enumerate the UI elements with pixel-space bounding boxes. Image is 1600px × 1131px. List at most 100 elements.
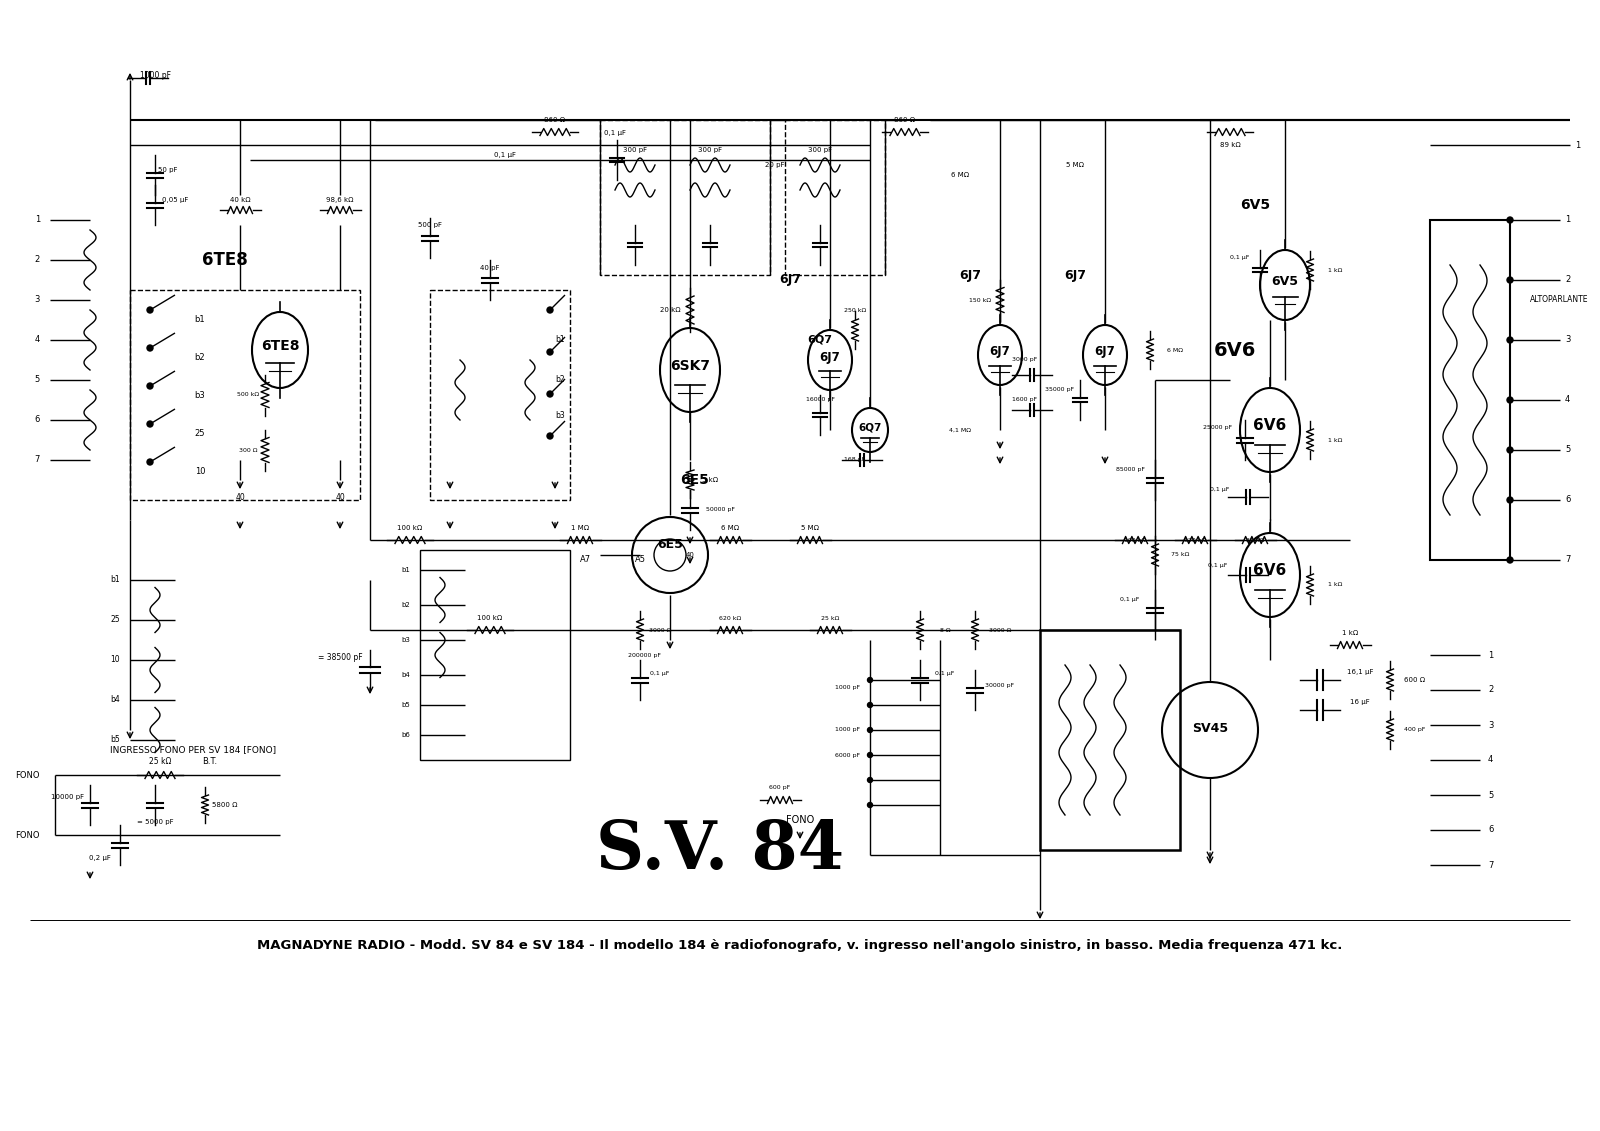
Text: 5: 5 [1565,446,1570,455]
Text: = 5000 pF: = 5000 pF [136,819,173,824]
Text: 6: 6 [1488,826,1493,835]
Text: b4: b4 [110,696,120,705]
Text: 250 kΩ: 250 kΩ [843,308,866,312]
Text: 1: 1 [1488,650,1493,659]
Text: 0,1 μF: 0,1 μF [1230,256,1250,260]
Text: 75 kΩ: 75 kΩ [1171,553,1189,558]
Text: 100 kΩ: 100 kΩ [397,525,422,530]
Text: 1: 1 [35,216,40,224]
Text: 1 MΩ: 1 MΩ [571,525,589,530]
Text: 1000 pF: 1000 pF [835,685,861,691]
Text: 6J7: 6J7 [990,345,1010,359]
Text: 35000 pF: 35000 pF [1045,388,1075,392]
Text: 6: 6 [35,415,40,424]
Text: b5: b5 [110,735,120,744]
Text: 200000 pF: 200000 pF [629,653,661,657]
Text: 1: 1 [1565,216,1570,224]
Text: 300 pF: 300 pF [698,147,722,153]
Text: 3: 3 [1488,720,1493,729]
Circle shape [867,677,872,682]
Bar [600,120,770,275]
Text: 1000 pF: 1000 pF [139,70,171,79]
Text: b1: b1 [402,567,410,573]
Text: 6V6: 6V6 [1253,563,1286,578]
Circle shape [1507,497,1514,503]
Text: 6 MΩ: 6 MΩ [950,172,970,178]
Text: 2: 2 [35,256,40,265]
Text: 7: 7 [1565,555,1570,564]
Circle shape [547,433,554,439]
Text: A7: A7 [579,555,590,564]
Text: 4: 4 [1565,396,1570,405]
Text: 6E5: 6E5 [680,473,709,487]
Text: b6: b6 [402,732,410,739]
Text: 85000 pF: 85000 pF [1115,467,1144,473]
Text: 500 pF: 500 pF [418,222,442,228]
Text: 168 μF: 168 μF [845,458,866,463]
Circle shape [547,307,554,313]
Text: 6E5: 6E5 [658,538,683,552]
Circle shape [1507,217,1514,223]
Text: 1000 pF: 1000 pF [835,727,861,733]
Text: 16 μF: 16 μF [1350,699,1370,705]
Text: 16,1 μF: 16,1 μF [1347,670,1373,675]
Text: MAGNADYNE RADIO - Modd. SV 84 e SV 184 - Il modello 184 è radiofonografo, v. ing: MAGNADYNE RADIO - Modd. SV 84 e SV 184 -… [258,939,1342,951]
Text: 0,1 μF: 0,1 μF [1120,597,1139,603]
Text: b3: b3 [195,391,205,400]
Text: 0,05 μF: 0,05 μF [162,197,189,202]
Text: 98,6 kΩ: 98,6 kΩ [326,197,354,202]
Text: 0,1 μF: 0,1 μF [936,671,955,675]
Text: 6V6: 6V6 [1214,340,1256,360]
Text: 6V5: 6V5 [1240,198,1270,211]
Text: 6: 6 [1565,495,1570,504]
Text: 6J7: 6J7 [819,351,840,363]
Text: 0,2 μF: 0,2 μF [90,855,110,861]
Text: 2: 2 [1488,685,1493,694]
Text: 25 kΩ: 25 kΩ [149,758,171,767]
Text: 6J7: 6J7 [958,268,981,282]
Text: 100 kΩ: 100 kΩ [477,615,502,621]
Text: 3: 3 [1565,336,1570,345]
Circle shape [1507,447,1514,454]
Circle shape [867,752,872,758]
Circle shape [147,345,154,351]
Text: 0,1 μF: 0,1 μF [1208,562,1227,568]
Text: 860 Ω: 860 Ω [894,116,915,123]
Text: FONO: FONO [786,815,814,824]
Text: 6 MΩ: 6 MΩ [1166,347,1182,353]
Text: FONO: FONO [16,770,40,779]
Text: 89 kΩ: 89 kΩ [1219,143,1240,148]
Text: 5 MΩ: 5 MΩ [802,525,819,530]
Text: b1: b1 [195,316,205,325]
Text: SV45: SV45 [1192,722,1229,734]
Bar [786,120,885,275]
Text: 6TE8: 6TE8 [261,339,299,353]
Text: 6J7: 6J7 [1094,345,1115,359]
Text: 6TE8: 6TE8 [202,251,248,269]
Circle shape [1507,277,1514,283]
Text: 10000 pF: 10000 pF [51,794,85,800]
Bar [1040,630,1181,851]
Text: 3000 Ω: 3000 Ω [989,628,1011,632]
Text: S.V. 84: S.V. 84 [595,818,845,882]
Text: 1 kΩ: 1 kΩ [1328,582,1342,587]
Text: 25: 25 [110,615,120,624]
Text: 40: 40 [334,493,346,502]
Text: 860 Ω: 860 Ω [544,116,565,123]
Bar [419,550,570,760]
Text: 300 Ω: 300 Ω [238,448,258,452]
Circle shape [867,803,872,808]
Text: 16000 pF: 16000 pF [805,397,835,403]
Text: 4,1 MΩ: 4,1 MΩ [949,428,971,432]
Text: 10: 10 [110,656,120,665]
Circle shape [147,383,154,389]
Text: 8 Ω: 8 Ω [939,628,950,632]
Text: 7: 7 [35,456,40,465]
Text: b2: b2 [402,602,410,608]
Text: b5: b5 [402,702,410,708]
Text: 6V5: 6V5 [1272,275,1299,288]
Circle shape [547,391,554,397]
Text: 6 MΩ: 6 MΩ [722,525,739,530]
Text: b3: b3 [402,637,410,644]
Text: 7: 7 [1488,861,1493,870]
